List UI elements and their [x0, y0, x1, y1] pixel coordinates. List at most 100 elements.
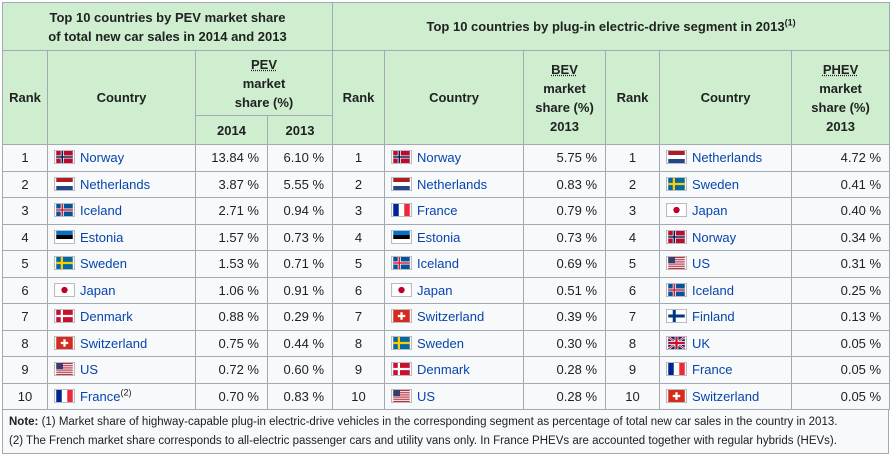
sweden-flag-icon [391, 335, 413, 350]
bev-country-cell: US [384, 382, 525, 410]
phev-share-cell: 0.13 % [791, 303, 891, 331]
segment-title-text: Top 10 countries by plug-in electric-dri… [426, 19, 785, 34]
bev-country-link[interactable]: Denmark [417, 362, 470, 378]
pev-2014-cell: 1.57 % [195, 223, 268, 251]
bev-country-link[interactable]: Japan [417, 282, 453, 298]
france-flag-icon [391, 203, 413, 218]
japan-flag-icon [54, 282, 75, 297]
phev-share-cell: 0.31 % [791, 250, 891, 278]
pev-country-link[interactable]: France [80, 388, 121, 404]
phev-country-link[interactable]: Netherlands [692, 150, 763, 166]
phev-share-cell: 0.05 % [791, 329, 891, 357]
note-label: Note: [9, 416, 39, 428]
pev-2014-cell: 1.53 % [195, 250, 268, 278]
bev-rank-cell: 1 [332, 144, 386, 172]
us-flag-icon [391, 388, 413, 403]
bev-country-link[interactable]: US [417, 388, 436, 404]
pev-2014-cell: 1.06 % [195, 276, 268, 304]
phev-country-link[interactable]: UK [692, 335, 711, 351]
bev-rank-cell: 8 [332, 329, 386, 357]
pev-country-link[interactable]: Estonia [80, 229, 124, 245]
bev-country-link[interactable]: Iceland [417, 256, 459, 272]
pev-country-link[interactable]: Switzerland [80, 335, 148, 351]
bev-country-cell: Iceland [384, 250, 525, 278]
phev-country-link[interactable]: Sweden [692, 176, 739, 192]
bev-rank-cell: 7 [332, 303, 386, 331]
pev-country-link[interactable]: Norway [80, 150, 125, 166]
bev-share-cell: 0.51 % [523, 276, 607, 304]
bev-country-cell: Netherlands [384, 170, 525, 198]
pev-country-link[interactable]: US [80, 362, 99, 378]
pev-country-link[interactable]: Japan [80, 282, 116, 298]
phev-country-link[interactable]: US [692, 256, 711, 272]
phev-share-cell: 0.41 % [791, 170, 891, 198]
pev-2013-cell: 0.71 % [266, 250, 334, 278]
phev-share-cell: 4.72 % [791, 144, 891, 172]
sweden-flag-icon [666, 176, 688, 191]
netherlands-flag-icon [666, 150, 688, 165]
pev-rank-cell: 3 [2, 197, 48, 225]
bev-rank-cell: 10 [332, 382, 386, 410]
netherlands-flag-icon [391, 176, 413, 191]
france-flag-icon [666, 362, 688, 377]
bev-country-link[interactable]: Netherlands [417, 176, 488, 192]
phev-share-cell: 0.25 % [791, 276, 891, 304]
bev-country-link[interactable]: Sweden [417, 335, 464, 351]
bev-rank-header: Rank [332, 50, 386, 145]
pev-rank-cell: 8 [2, 329, 48, 357]
phev-country-cell: Sweden [659, 170, 793, 198]
phev-rank-cell: 6 [605, 276, 661, 304]
phev-country-link[interactable]: Switzerland [692, 388, 760, 404]
phev-country-link[interactable]: Norway [692, 229, 737, 245]
bev-share-cell: 0.73 % [523, 223, 607, 251]
bev-country-link[interactable]: Switzerland [417, 309, 485, 325]
pev-country-cell: Netherlands [47, 170, 196, 198]
phev-country-cell: Iceland [659, 276, 793, 304]
phev-share-cell: 0.05 % [791, 382, 891, 410]
footnote-ref[interactable]: (2) [120, 387, 132, 398]
phev-share-cell: 0.34 % [791, 223, 891, 251]
bev-country-link[interactable]: Norway [417, 150, 462, 166]
table-row: 4 Estonia 1.57 % 0.73 % 4 Estonia 0.73 % 4 Norwa… [2, 223, 891, 251]
phev-country-cell: France [659, 356, 793, 384]
segment-title-footnote-ref[interactable]: (1) [784, 17, 796, 28]
pev-country-link[interactable]: Sweden [80, 256, 127, 272]
bev-country-cell: Norway [384, 144, 525, 172]
bev-country-cell: Sweden [384, 329, 525, 357]
bev-share-cell: 0.28 % [523, 382, 607, 410]
segment-table-title: Top 10 countries by plug-in electric-dri… [332, 2, 891, 51]
phev-country-link[interactable]: France [692, 362, 733, 378]
bev-share-header-l3: share (%) [535, 99, 594, 115]
phev-rank-cell: 2 [605, 170, 661, 198]
netherlands-flag-icon [54, 176, 75, 191]
phev-country-cell: US [659, 250, 793, 278]
iceland-flag-icon [54, 203, 75, 218]
table-row: 7 Denmark 0.88 % 0.29 % 7 Switzerland 0.39 % 7 F… [2, 303, 891, 331]
pev-country-cell: Sweden [47, 250, 196, 278]
bev-share-cell: 0.30 % [523, 329, 607, 357]
phev-country-link[interactable]: Iceland [692, 282, 734, 298]
bev-rank-cell: 5 [332, 250, 386, 278]
pev-2013-cell: 0.60 % [266, 356, 334, 384]
bev-country-link[interactable]: Estonia [417, 229, 461, 245]
pev-country-link[interactable]: Denmark [80, 309, 133, 325]
phev-share-header: PHEV market share (%) 2013 [791, 50, 891, 145]
table-row: 2 Netherlands 3.87 % 5.55 % 2 Netherlands 0.83… [2, 170, 891, 198]
pev-rank-cell: 7 [2, 303, 48, 331]
norway-flag-icon [391, 150, 413, 165]
bev-rank-cell: 6 [332, 276, 386, 304]
bev-country-link[interactable]: France [417, 203, 458, 219]
norway-flag-icon [666, 229, 688, 244]
pev-country-link[interactable]: Iceland [80, 203, 122, 219]
switzerland-flag-icon [54, 335, 75, 350]
market-share-table: Top 10 countries by PEV market share of … [1, 2, 891, 410]
bev-share-cell: 0.28 % [523, 356, 607, 384]
pev-country-cell: Denmark [47, 303, 196, 331]
phev-country-link[interactable]: Japan [692, 203, 728, 219]
pev-country-header: Country [47, 50, 196, 145]
phev-country-link[interactable]: Finland [692, 309, 735, 325]
pev-2014-cell: 0.75 % [195, 329, 268, 357]
bev-country-cell: Estonia [384, 223, 525, 251]
pev-country-link[interactable]: Netherlands [80, 176, 151, 192]
phev-country-cell: UK [659, 329, 793, 357]
